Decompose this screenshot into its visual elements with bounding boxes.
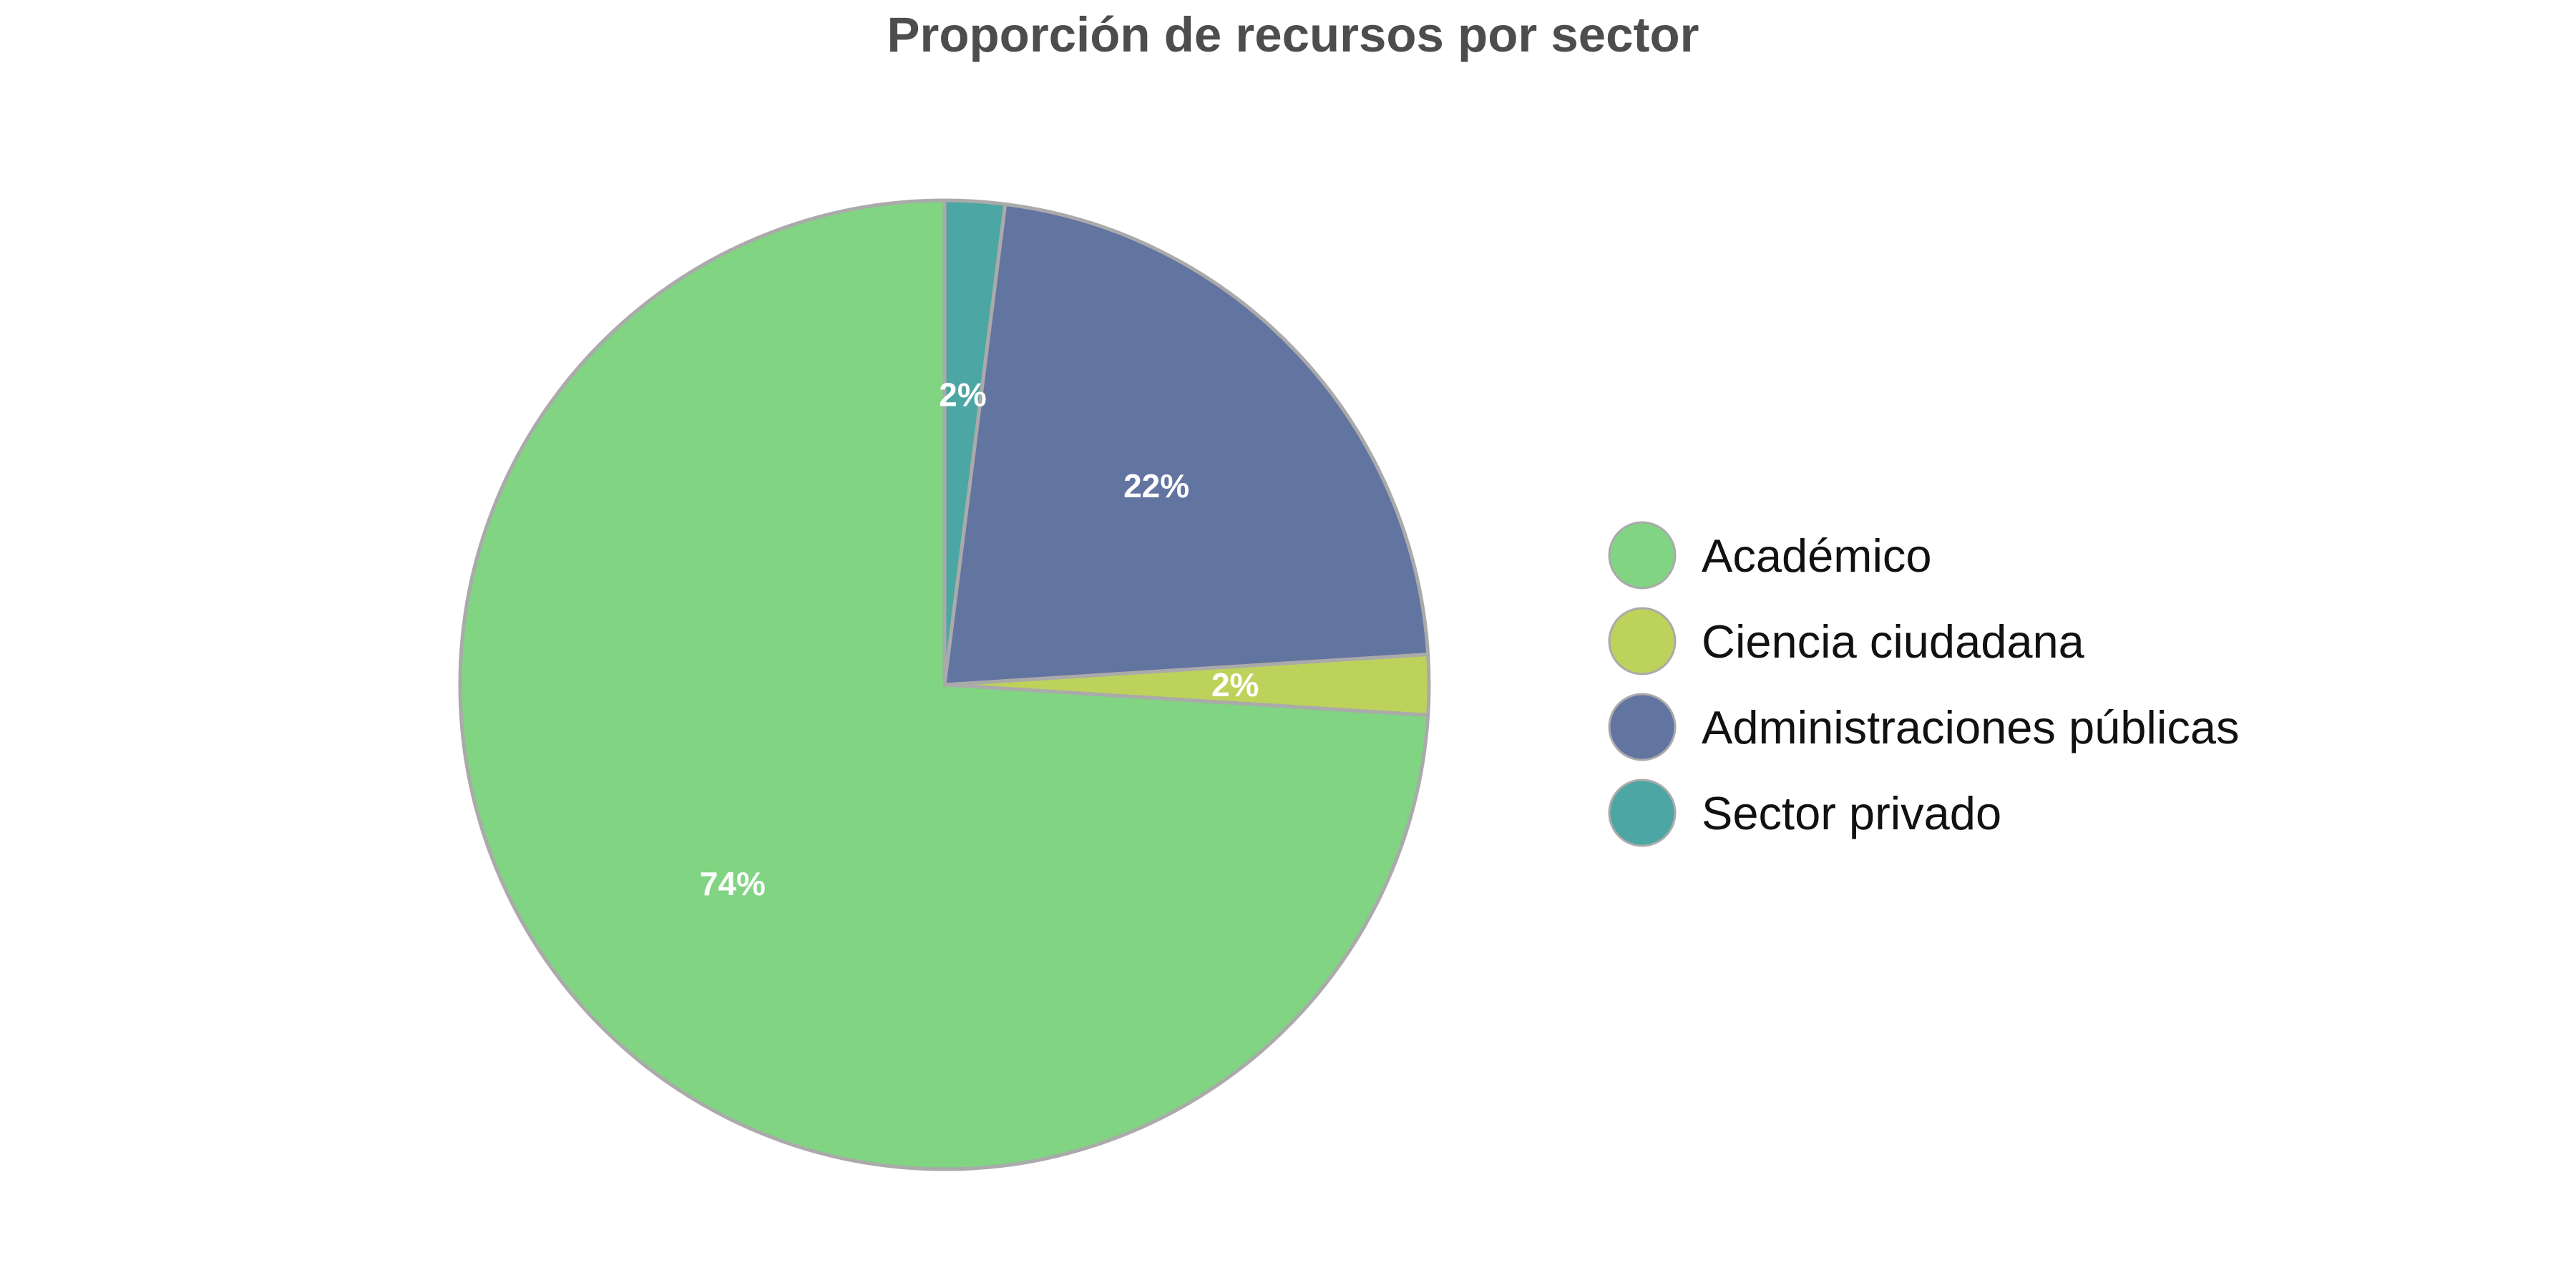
- pie-slice-administraciones-publicas: [942, 202, 1430, 687]
- legend-item-administraciones-publicas: Administraciones públicas: [1608, 693, 2239, 761]
- pie-percent-label-sector-privado: 2%: [939, 376, 986, 414]
- pie-slices: [458, 198, 1431, 1171]
- pie-percent-label-ciencia-ciudadana: 2%: [1211, 666, 1259, 703]
- legend-item-academico: Académico: [1608, 521, 1932, 590]
- pie-slice-academico: [458, 198, 1430, 1171]
- legend-marker-academico: [1608, 521, 1677, 590]
- legend-marker-ciencia-ciudadana: [1608, 607, 1677, 675]
- chart-title: Proporción de recursos por sector: [887, 7, 1699, 62]
- pie-percent-labels: 2% 22% 2% 74%: [700, 376, 1259, 902]
- legend-item-sector-privado: Sector privado: [1608, 779, 2001, 847]
- legend-label-administraciones-publicas: Administraciones públicas: [1702, 701, 2239, 753]
- legend-item-ciencia-ciudadana: Ciencia ciudadana: [1608, 607, 2085, 675]
- legend-marker-sector-privado: [1608, 779, 1677, 847]
- legend-label-sector-privado: Sector privado: [1702, 787, 2001, 839]
- pie-percent-label-administraciones-publicas: 22%: [1123, 467, 1189, 504]
- legend-marker-administraciones-publicas: [1608, 693, 1677, 761]
- legend: Académico Ciencia ciudadana Administracion…: [1608, 521, 2239, 847]
- pie-percent-label-academico: 74%: [700, 865, 766, 902]
- legend-label-academico: Académico: [1702, 530, 1932, 582]
- legend-label-ciencia-ciudadana: Ciencia ciudadana: [1702, 615, 2085, 668]
